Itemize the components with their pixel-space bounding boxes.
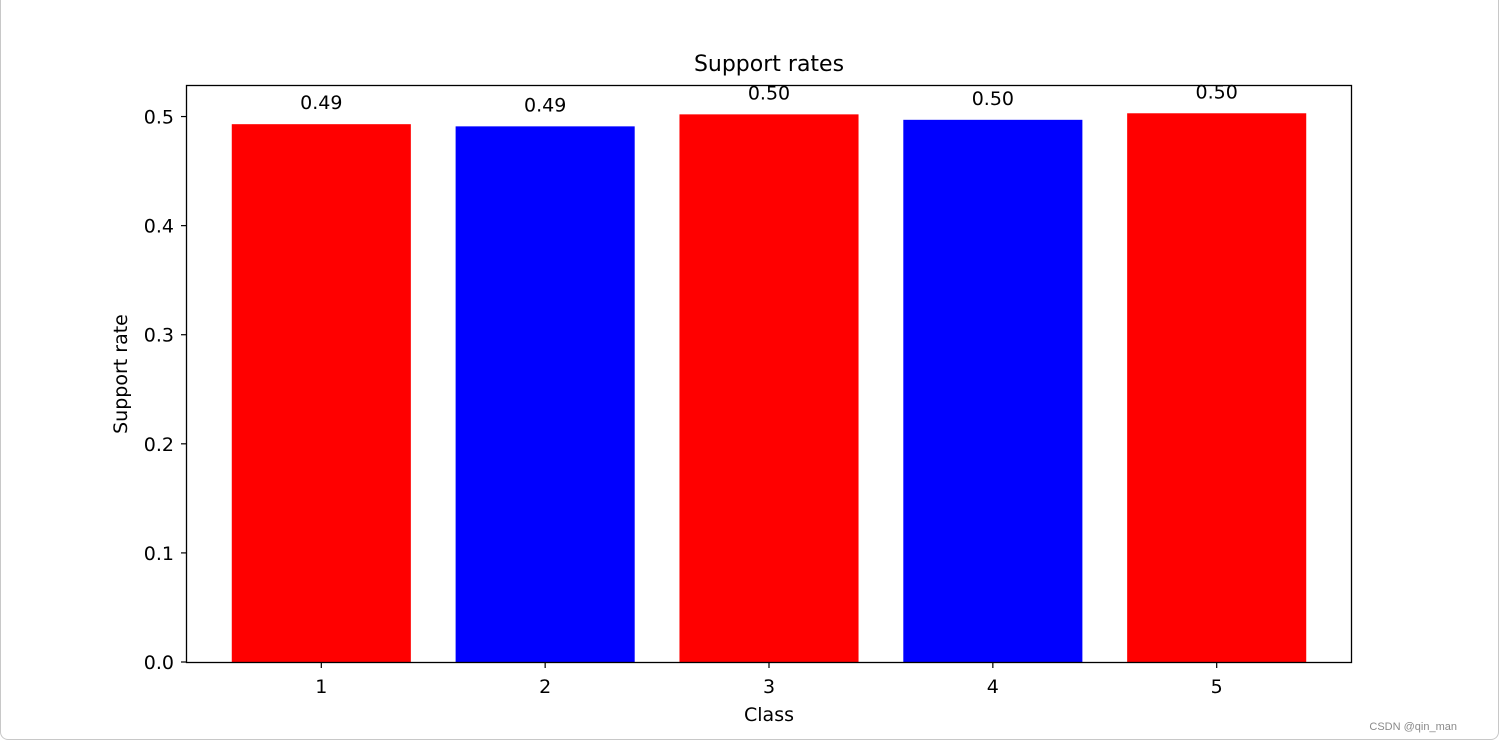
value-label-3: 0.50 — [748, 82, 790, 104]
value-labels-layer: 0.49 0.49 0.50 0.50 0.50 — [300, 81, 1238, 116]
y-tick-label: 0.2 — [144, 434, 174, 456]
y-tick-label: 0.4 — [144, 216, 174, 238]
y-tick-label: 0.1 — [144, 543, 174, 565]
watermark: CSDN @qin_man — [1369, 721, 1457, 733]
bars-layer — [231, 113, 1307, 663]
x-ticks-layer: 1 2 3 4 5 — [315, 662, 1223, 698]
y-ticks-layer: 0.0 0.1 0.2 0.3 0.4 0.5 — [144, 107, 187, 674]
value-label-2: 0.49 — [524, 94, 566, 116]
x-axis-label: Class — [744, 704, 794, 726]
bar-1 — [231, 124, 411, 662]
y-tick-label: 0.0 — [144, 652, 174, 674]
value-label-5: 0.50 — [1196, 81, 1238, 103]
y-tick-label: 0.5 — [144, 107, 174, 129]
bar-3 — [679, 114, 859, 662]
x-tick-label-2: 2 — [539, 676, 551, 698]
bar-4 — [903, 119, 1083, 663]
value-label-1: 0.49 — [300, 92, 342, 114]
value-label-4: 0.50 — [972, 88, 1014, 110]
bar-2 — [455, 126, 635, 662]
x-tick-label-4: 4 — [987, 676, 999, 698]
y-axis-label: Support rate — [110, 314, 132, 434]
chart-title: Support rates — [694, 52, 844, 77]
y-tick-label: 0.3 — [144, 325, 174, 347]
x-tick-label-5: 5 — [1211, 676, 1223, 698]
bar-5 — [1127, 113, 1307, 663]
plot-area-frame — [185, 84, 1353, 664]
x-tick-label-1: 1 — [315, 676, 327, 698]
x-tick-label-3: 3 — [763, 676, 775, 698]
